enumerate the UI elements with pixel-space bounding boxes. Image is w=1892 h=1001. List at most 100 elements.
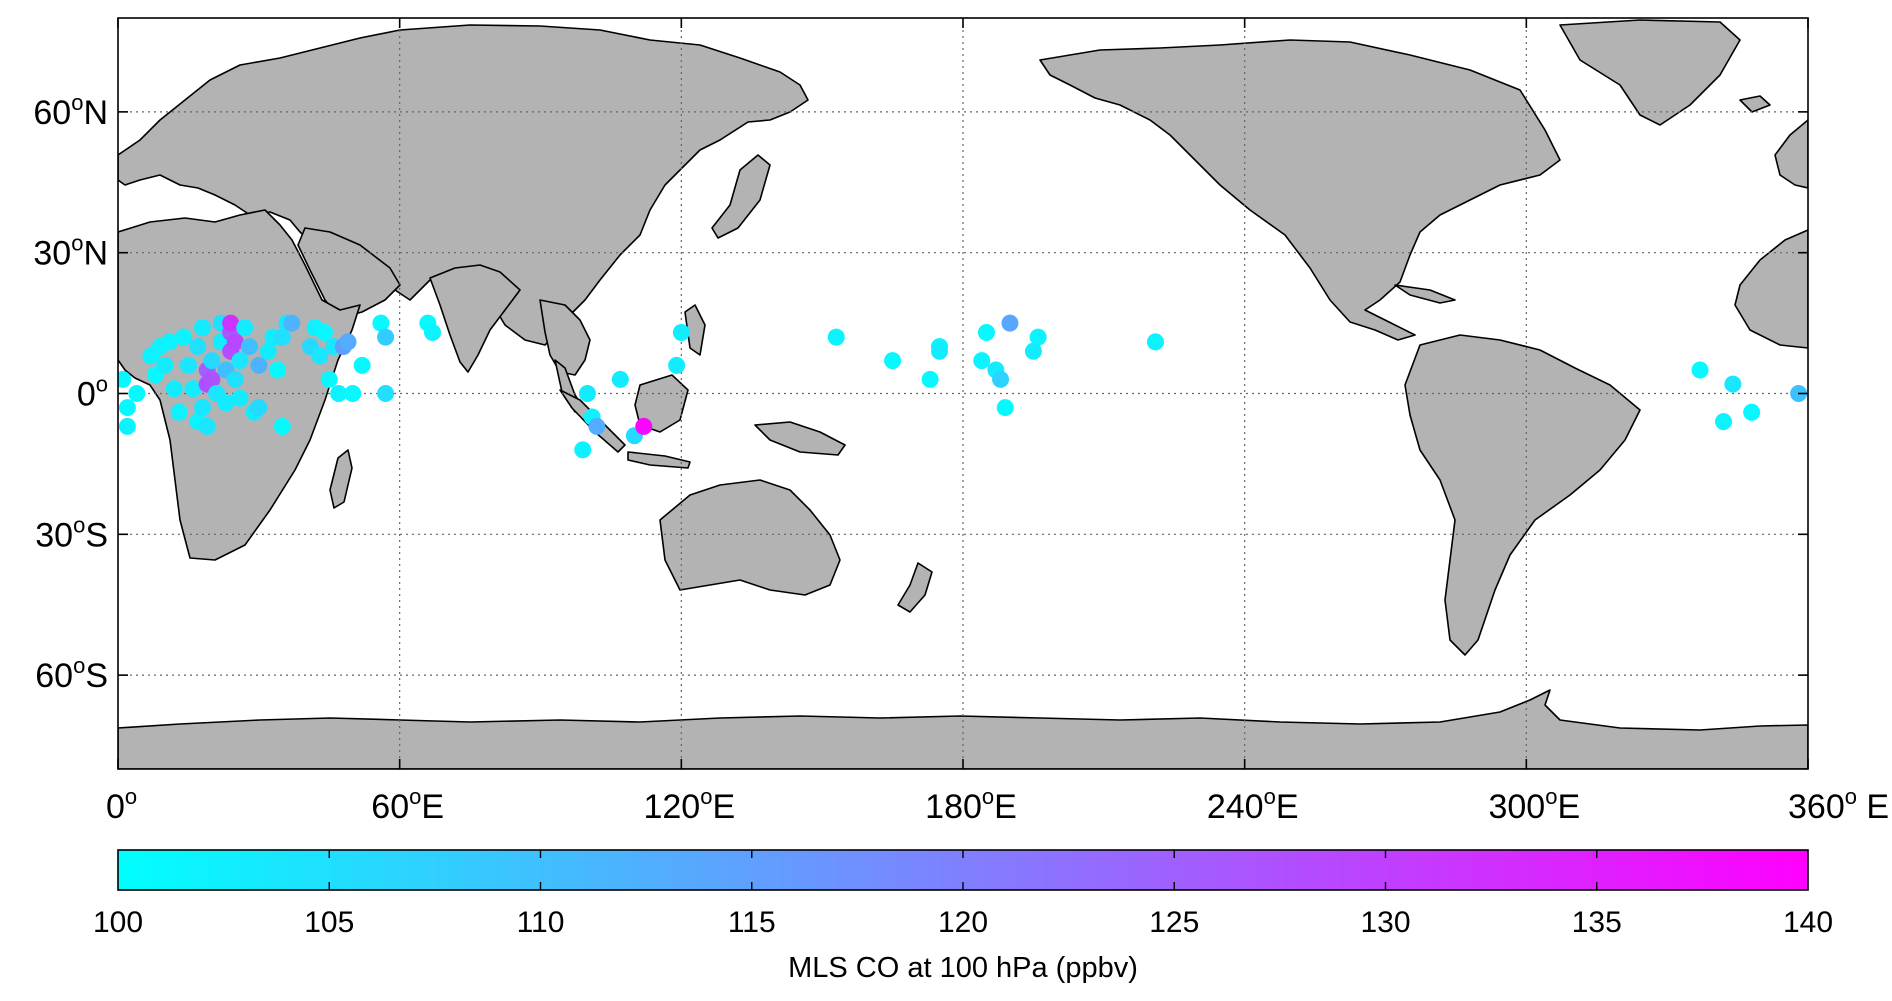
- co-data-point: [175, 328, 193, 346]
- west-africa-edge: [1734, 229, 1808, 349]
- co-data-point: [217, 394, 235, 412]
- co-data-point: [250, 399, 268, 417]
- co-data-point: [672, 323, 690, 341]
- south-america-landmass: [1404, 334, 1641, 656]
- australia-landmass: [659, 479, 841, 596]
- co-data-point: [353, 356, 371, 374]
- co-data-point: [222, 314, 240, 332]
- lon-tick-label: 240oE: [1207, 784, 1299, 826]
- antarctica-landmass: [118, 689, 1808, 769]
- co-data-point: [668, 356, 686, 374]
- co-data-point: [236, 319, 254, 337]
- co-data-point: [194, 319, 211, 337]
- co-data-point: [1724, 375, 1742, 393]
- co-data-point: [226, 370, 244, 388]
- co-observation-points: [118, 314, 1808, 459]
- co-data-point: [827, 328, 845, 346]
- co-data-point: [194, 399, 211, 417]
- co-data-point: [250, 356, 268, 374]
- co-data-point: [1029, 328, 1047, 346]
- co-data-point: [973, 352, 991, 370]
- colorbar-ticks: [328, 850, 1598, 890]
- co-data-point: [996, 399, 1014, 417]
- co-data-point: [1146, 333, 1164, 351]
- land-masses: [118, 19, 1808, 769]
- lon-tick-label: 120oE: [643, 784, 735, 826]
- co-data-point: [578, 385, 596, 402]
- co-data-point: [226, 333, 244, 351]
- greenland-landmass: [1559, 19, 1741, 126]
- lon-tick-label: 60oE: [371, 784, 444, 826]
- co-data-point: [203, 370, 221, 388]
- colorbar-tick-label: 100: [93, 906, 143, 939]
- lon-tick-label: 360o E: [1788, 784, 1889, 826]
- co-data-point: [931, 342, 949, 360]
- co-data-point: [165, 380, 183, 398]
- new-zealand-islands: [897, 562, 933, 613]
- map-grid: [118, 18, 1808, 769]
- co-data-point: [273, 328, 291, 346]
- co-data-point: [977, 323, 995, 341]
- new-guinea-island: [754, 421, 846, 456]
- co-data-point: [921, 370, 939, 388]
- colorbar-tick-label: 115: [728, 906, 776, 939]
- co-data-point: [231, 352, 249, 370]
- lon-tick-label: 300oE: [1488, 784, 1580, 826]
- colorbar-tick-label: 135: [1572, 906, 1622, 939]
- map-panel: [117, 17, 1809, 770]
- co-data-point: [330, 385, 348, 402]
- co-data-point: [377, 385, 395, 402]
- co-data-point: [611, 370, 629, 388]
- co-data-point: [424, 323, 442, 341]
- lat-tick-label: 30oS: [35, 512, 108, 554]
- co-data-point: [161, 333, 179, 351]
- arabia-landmass: [297, 227, 401, 319]
- lon-tick-label: 180oE: [925, 784, 1017, 826]
- colorbar-tick-label: 105: [304, 906, 354, 939]
- co-data-point: [1691, 361, 1709, 379]
- co-data-point: [283, 314, 301, 332]
- co-data-point: [118, 370, 132, 388]
- cuba-island: [1394, 284, 1456, 304]
- co-data-point: [1001, 314, 1019, 332]
- co-data-point: [203, 352, 221, 370]
- co-data-point: [311, 347, 329, 365]
- colorbar-tick-label: 130: [1360, 906, 1410, 939]
- co-data-point: [377, 328, 395, 346]
- co-data-point: [372, 314, 390, 332]
- co-data-point: [635, 417, 653, 435]
- philippines-islands: [684, 304, 706, 356]
- latitude-tick-labels: 60oN 30oN 0o 30oS 60oS: [33, 90, 108, 695]
- lat-tick-label: 0o: [77, 372, 108, 414]
- co-data-point: [198, 417, 216, 435]
- co-data-point: [156, 356, 174, 374]
- lat-tick-label: 60oN: [33, 90, 108, 132]
- co-data-point: [1024, 342, 1042, 360]
- co-data-point: [588, 417, 606, 435]
- co-data-point: [339, 333, 357, 351]
- co-data-point: [184, 380, 202, 398]
- co-data-point: [189, 338, 207, 356]
- colorbar-tick-labels: 100 105 110 115 120 125 130 135 140: [93, 906, 1833, 939]
- co-data-point: [269, 361, 287, 379]
- co-data-point: [170, 403, 188, 421]
- colorbar-tick-label: 140: [1783, 906, 1833, 939]
- co-data-point: [231, 389, 249, 407]
- colorbar-tick-label: 110: [517, 906, 565, 939]
- co-data-point: [128, 385, 146, 402]
- colorbar: 100 105 110 115 120 125 130 135 140 MLS CO at 10…: [93, 849, 1833, 984]
- madagascar-island: [329, 449, 353, 509]
- co-data-point: [316, 323, 334, 341]
- co-data-point: [273, 417, 291, 435]
- indochina-landmass: [539, 299, 591, 376]
- lat-tick-label: 60oS: [35, 653, 108, 695]
- co-data-point: [574, 441, 592, 459]
- lon-tick-label: 0o: [106, 784, 137, 826]
- co-data-point: [884, 352, 902, 370]
- co-data-point: [259, 342, 277, 360]
- lat-tick-label: 30oN: [33, 231, 108, 273]
- longitude-tick-labels: 0o 60oE 120oE 180oE 240oE 300oE 360o E: [106, 784, 1889, 826]
- western-europe-edge: [1774, 119, 1808, 189]
- co-data-point: [118, 417, 136, 435]
